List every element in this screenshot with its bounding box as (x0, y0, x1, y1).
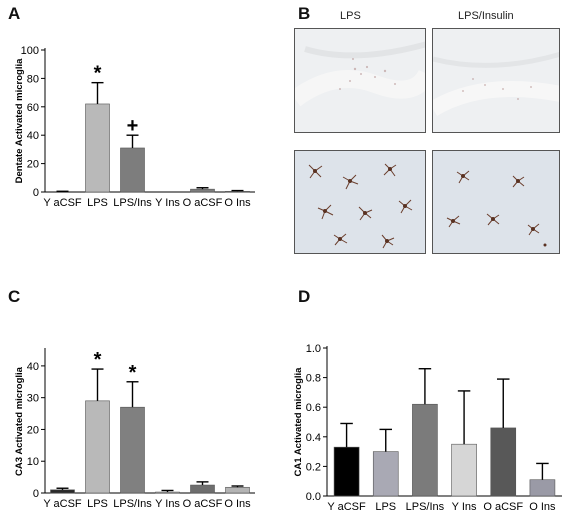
bar (529, 479, 556, 497)
x-tick-label: Y aCSF (327, 501, 366, 513)
y-tick-label: 60 (27, 102, 39, 114)
significance-marker: + (127, 115, 139, 137)
y-tick-label: 30 (27, 393, 39, 405)
x-tick-label: Y Ins (155, 498, 180, 510)
bar (225, 486, 250, 494)
x-tick-label: LPS/Ins (406, 501, 445, 513)
x-tick-label: Y aCSF (43, 197, 82, 209)
bar (120, 406, 145, 494)
bar (333, 446, 360, 497)
chart-ca1: 0.0 0.2 0.4 0.6 0.8 1.0 CA1 Activated microgli… (293, 343, 562, 513)
y-tick-label: 20 (27, 424, 39, 436)
x-tick-label: O aCSF (483, 501, 523, 513)
x-tick-label: Y Ins (155, 197, 180, 209)
y-axis-label: CA1 Activated microglia (293, 367, 304, 477)
y-tick-label: 0.0 (306, 491, 321, 503)
micrograph-lps-high-texture (308, 163, 413, 249)
x-tick-label: LPS/Ins (113, 498, 152, 510)
x-tick-label: LPS (87, 197, 108, 209)
micrograph-lps-low-texture (295, 41, 425, 107)
micrograph-lps-ins-low-texture (433, 51, 559, 116)
x-tick-label: LPS (87, 498, 108, 510)
y-tick-label: 0.6 (306, 402, 321, 414)
bar (372, 451, 399, 497)
bar (85, 103, 110, 193)
bar (190, 188, 215, 193)
bar (490, 427, 517, 497)
significance-marker: * (129, 362, 137, 384)
panel-letter-c: C (8, 287, 21, 306)
bar (155, 491, 180, 494)
panel-letter-b: B (298, 4, 311, 23)
micrograph-lps-low-mag (294, 28, 426, 133)
y-tick-label: 40 (27, 361, 39, 373)
y-tick-label: 0.2 (306, 461, 321, 473)
bar (120, 147, 145, 193)
y-axis-label: CA3 Activated microglia (14, 366, 25, 476)
bar (451, 443, 477, 497)
y-tick-label: 20 (27, 159, 39, 171)
bar (50, 489, 75, 494)
bar (225, 190, 250, 193)
micrograph-lps-high-mag (294, 150, 426, 254)
bar (85, 400, 110, 494)
y-tick-label: 0.8 (306, 373, 321, 385)
x-tick-label: Y aCSF (43, 498, 82, 510)
significance-marker: * (94, 349, 102, 371)
x-tick-label: O Ins (224, 498, 251, 510)
x-tick-label: LPS (375, 501, 396, 513)
panel-letter-d: D (298, 287, 311, 306)
y-tick-label: 40 (27, 130, 39, 142)
y-tick-label: 80 (27, 73, 39, 85)
x-tick-label: O Ins (224, 197, 251, 209)
y-tick-label: 0.4 (306, 432, 321, 444)
micrograph-col1-title: LPS (340, 10, 361, 22)
y-tick-label: 100 (21, 45, 39, 57)
y-tick-label: 1.0 (306, 343, 321, 355)
significance-marker: * (94, 63, 102, 85)
y-tick-label: 0 (33, 488, 39, 500)
bar (190, 484, 215, 494)
micrograph-col2-title: LPS/Insulin (458, 10, 514, 22)
x-tick-label: O aCSF (183, 197, 223, 209)
x-tick-label: Y Ins (452, 501, 477, 513)
y-axis-label: Dentate Activated microglia (14, 58, 25, 183)
x-tick-label: O aCSF (183, 498, 223, 510)
x-tick-label: O Ins (529, 501, 556, 513)
micrograph-lps-ins-high-texture (446, 170, 547, 247)
y-tick-label: 10 (27, 456, 39, 468)
micrograph-lps-ins-low-mag (432, 28, 560, 133)
panel-letter-a: A (8, 4, 21, 23)
x-tick-label: LPS/Ins (113, 197, 152, 209)
micrograph-lps-ins-high-mag (432, 150, 560, 254)
y-tick-label: 0 (33, 187, 39, 199)
bar (412, 403, 438, 497)
